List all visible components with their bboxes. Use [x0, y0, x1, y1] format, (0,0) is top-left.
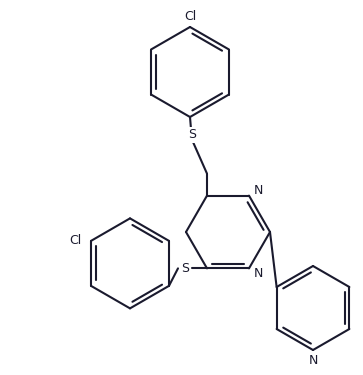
Text: N: N — [253, 184, 263, 197]
Text: N: N — [253, 267, 263, 280]
Text: S: S — [181, 262, 189, 275]
Text: Cl: Cl — [69, 234, 81, 248]
Text: N: N — [308, 354, 318, 366]
Text: S: S — [188, 129, 196, 141]
Text: Cl: Cl — [184, 10, 196, 24]
